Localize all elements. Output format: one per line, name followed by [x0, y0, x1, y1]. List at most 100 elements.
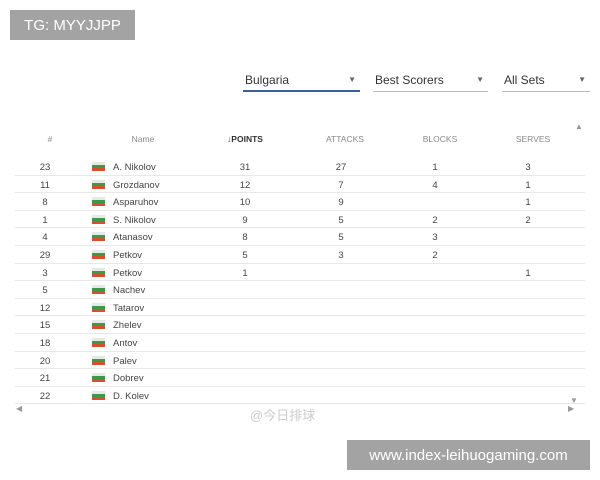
- col-blocks[interactable]: BLOCKS: [422, 134, 458, 144]
- bulgaria-flag-icon: [92, 338, 105, 347]
- caret-down-icon: ▼: [348, 75, 356, 84]
- bulgaria-flag-icon: [92, 373, 105, 383]
- player-name: Petkov: [113, 267, 143, 279]
- player-number: 20: [39, 355, 51, 367]
- player-name: Zhelev: [113, 320, 142, 332]
- player-number: 1: [42, 214, 48, 226]
- sets-value: All Sets: [504, 73, 545, 87]
- bulgaria-flag-icon: [92, 197, 105, 207]
- table-row[interactable]: 4 Atanasov 8 5 3: [15, 228, 585, 246]
- player-name: Nachev: [113, 285, 146, 297]
- player-number: 23: [39, 162, 51, 173]
- player-name: Antov: [113, 338, 138, 349]
- attacks-cell: 9: [338, 197, 344, 209]
- scroll-up-icon[interactable]: ▲: [575, 122, 583, 131]
- points-cell: 31: [239, 162, 251, 173]
- country-value: Bulgaria: [245, 73, 290, 87]
- points-cell: 8: [242, 232, 248, 244]
- table-row[interactable]: 18 Antov: [15, 334, 585, 352]
- table-row[interactable]: 21 Dobrev: [15, 369, 585, 387]
- col-points[interactable]: ↓POINTS: [227, 134, 263, 144]
- blocks-cell: 2: [432, 250, 438, 261]
- country-dropdown[interactable]: Bulgaria ▼: [243, 70, 360, 92]
- serves-cell: 1: [525, 179, 531, 191]
- attacks-cell: 27: [335, 162, 347, 173]
- sets-dropdown[interactable]: All Sets ▼: [502, 70, 590, 92]
- player-number: 29: [39, 250, 51, 261]
- table-row[interactable]: 5 Nachev: [15, 281, 585, 299]
- blocks-cell: 4: [432, 179, 438, 191]
- bulgaria-flag-icon: [92, 267, 105, 277]
- bulgaria-flag-icon: [92, 390, 105, 400]
- player-name: S. Nikolov: [113, 214, 156, 226]
- bulgaria-flag-icon: [92, 320, 105, 330]
- serves-cell: 1: [525, 197, 531, 209]
- bulgaria-flag-icon: [92, 302, 105, 312]
- points-cell: 12: [239, 179, 251, 191]
- player-name: Tatarov: [113, 302, 145, 314]
- bulgaria-flag-icon: [92, 232, 105, 242]
- player-name: Atanasov: [113, 232, 153, 244]
- table-row[interactable]: 11 Grozdanov 12 7 4 1: [15, 176, 585, 194]
- bulgaria-flag-icon: [92, 285, 105, 295]
- table-row[interactable]: 12 Tatarov: [15, 299, 585, 317]
- caret-down-icon: ▼: [476, 75, 484, 84]
- player-name: Grozdanov: [113, 179, 160, 191]
- bulgaria-flag-icon: [92, 179, 105, 189]
- sort-down-arrow-icon: ↓: [227, 134, 232, 144]
- scroll-left-icon[interactable]: ◀: [16, 404, 23, 413]
- table-row[interactable]: 8 Asparuhov 10 9 1: [15, 193, 585, 211]
- player-name: A. Nikolov: [113, 162, 156, 173]
- attacks-cell: 7: [338, 179, 344, 191]
- player-number: 15: [39, 320, 51, 332]
- player-number: 21: [39, 373, 51, 385]
- table-row[interactable]: 23 A. Nikolov 31 27 1 3: [15, 158, 585, 176]
- player-name: Dobrev: [113, 373, 144, 385]
- scroll-right-icon[interactable]: ▶: [568, 404, 575, 413]
- scroll-down-icon[interactable]: ▼: [570, 396, 578, 405]
- player-name: Asparuhov: [113, 197, 159, 209]
- table-row[interactable]: 29 Petkov 5 3 2: [15, 246, 585, 264]
- col-number[interactable]: #: [47, 134, 53, 144]
- table-row[interactable]: 1 S. Nikolov 9 5 2 2: [15, 211, 585, 229]
- col-name[interactable]: Name: [131, 134, 155, 144]
- player-name: D. Kolev: [113, 390, 149, 402]
- points-cell: 10: [239, 197, 251, 209]
- player-number: 18: [39, 338, 51, 349]
- bulgaria-flag-icon: [92, 355, 105, 365]
- player-number: 22: [39, 390, 51, 402]
- player-name: Palev: [113, 355, 137, 367]
- bulgaria-flag-icon: [92, 162, 105, 171]
- player-number: 12: [39, 302, 51, 314]
- stat-type-dropdown[interactable]: Best Scorers ▼: [373, 70, 488, 92]
- table-row[interactable]: 20 Palev: [15, 352, 585, 370]
- site-label: www.index-leihuogaming.com: [347, 440, 590, 470]
- serves-cell: 2: [525, 214, 531, 226]
- tg-label: TG: MYYJJPP: [10, 10, 135, 40]
- blocks-cell: 1: [432, 162, 438, 173]
- caret-down-icon: ▼: [578, 75, 586, 84]
- points-cell: 5: [242, 250, 248, 261]
- player-number: 3: [42, 267, 48, 279]
- col-serves[interactable]: SERVES: [515, 134, 551, 144]
- points-cell: 9: [242, 214, 248, 226]
- player-name: Petkov: [113, 250, 143, 261]
- bulgaria-flag-icon: [92, 214, 105, 224]
- serves-cell: 1: [525, 267, 531, 279]
- table-row[interactable]: 22 D. Kolev: [15, 387, 585, 405]
- player-number: 11: [40, 179, 50, 191]
- points-cell: 1: [242, 267, 248, 279]
- attacks-cell: 5: [338, 232, 344, 244]
- player-number: 5: [42, 285, 48, 297]
- serves-cell: 3: [525, 162, 531, 173]
- player-number: 4: [42, 232, 48, 244]
- table-row[interactable]: 3 Petkov 1 1: [15, 264, 585, 282]
- attacks-cell: 3: [338, 250, 344, 261]
- stat-type-value: Best Scorers: [375, 73, 444, 87]
- table-row[interactable]: 15 Zhelev: [15, 316, 585, 334]
- player-number: 8: [42, 197, 48, 209]
- blocks-cell: 3: [432, 232, 438, 244]
- col-attacks[interactable]: ATTACKS: [326, 134, 364, 144]
- blocks-cell: 2: [432, 214, 438, 226]
- watermark: @今日排球: [250, 408, 316, 423]
